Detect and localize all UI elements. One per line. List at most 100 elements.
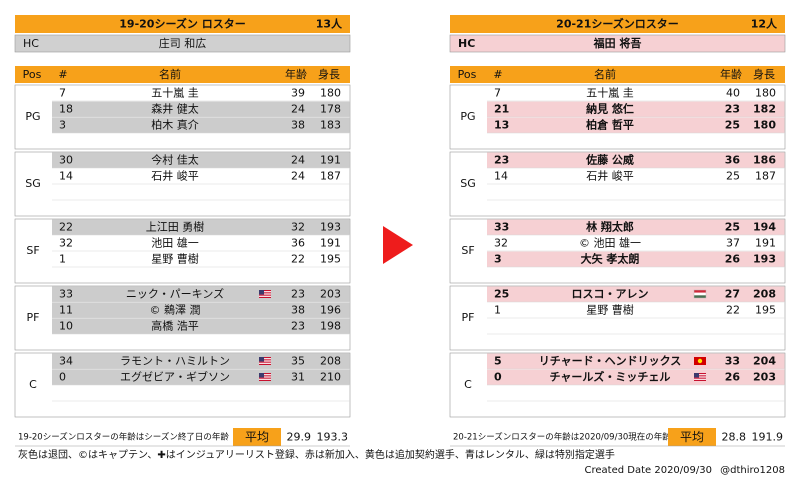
name: ラモント・ハミルトン bbox=[120, 355, 230, 368]
column-label: Pos bbox=[23, 68, 42, 81]
position: PG bbox=[460, 110, 475, 123]
row-fill bbox=[487, 286, 785, 302]
flag-stripe bbox=[694, 292, 706, 296]
height: 203 bbox=[753, 371, 776, 384]
number: 34 bbox=[59, 355, 73, 368]
age: 31 bbox=[291, 371, 305, 384]
name: エグゼビア・ギブソン bbox=[120, 370, 230, 384]
name: 高橋 浩平 bbox=[151, 319, 199, 333]
position: SG bbox=[25, 177, 41, 190]
name: 五十嵐 圭 bbox=[586, 86, 634, 100]
arrow bbox=[383, 226, 413, 264]
hc-label: HC bbox=[458, 37, 475, 50]
height: 180 bbox=[320, 87, 341, 100]
age: 36 bbox=[291, 237, 305, 250]
flag-canton bbox=[259, 357, 264, 362]
title-bar bbox=[450, 15, 785, 33]
position: C bbox=[29, 378, 37, 391]
name: © 鵜澤 潤 bbox=[150, 303, 201, 317]
created-date: Created Date 2020/09/30 bbox=[585, 465, 712, 476]
height: 195 bbox=[320, 253, 341, 266]
hc-label: HC bbox=[23, 37, 39, 50]
age: 37 bbox=[726, 237, 740, 250]
name: 佐藤 公威 bbox=[585, 153, 634, 167]
height: 208 bbox=[753, 288, 776, 301]
number: 0 bbox=[494, 371, 502, 384]
position: SF bbox=[461, 244, 474, 257]
number: 32 bbox=[59, 237, 73, 250]
row-fill bbox=[487, 152, 785, 168]
name: 星野 曹樹 bbox=[586, 304, 634, 317]
height: 195 bbox=[755, 304, 776, 317]
age: 24 bbox=[291, 103, 305, 116]
position: PG bbox=[25, 110, 40, 123]
name: 星野 曹樹 bbox=[151, 253, 199, 266]
name: ロスコ・アレン bbox=[572, 288, 649, 301]
height: 191 bbox=[755, 237, 776, 250]
column-label: Pos bbox=[458, 68, 477, 81]
name: 森井 健太 bbox=[151, 102, 199, 116]
column-label: 身長 bbox=[318, 67, 340, 81]
age: 40 bbox=[726, 87, 740, 100]
height: 178 bbox=[320, 103, 341, 116]
column-label: # bbox=[58, 68, 67, 81]
position: SG bbox=[460, 177, 476, 190]
number: 30 bbox=[59, 154, 73, 167]
flag-border bbox=[693, 289, 707, 299]
column-label: 年齢 bbox=[720, 67, 742, 81]
row-fill bbox=[487, 251, 785, 267]
row-fill bbox=[52, 286, 350, 302]
footer-note: 19-20シーズンロスターの年齢はシーズン終了日の年齢 bbox=[18, 432, 229, 443]
height: 180 bbox=[755, 87, 776, 100]
number: 10 bbox=[59, 320, 73, 333]
avg-height: 193.3 bbox=[317, 431, 349, 444]
number: 1 bbox=[494, 304, 501, 317]
height: 198 bbox=[320, 320, 341, 333]
age: 23 bbox=[291, 288, 305, 301]
position: PF bbox=[27, 311, 40, 324]
height: 187 bbox=[755, 170, 776, 183]
row-fill bbox=[52, 318, 350, 334]
name: 柏木 真介 bbox=[151, 118, 199, 132]
row-fill bbox=[487, 353, 785, 369]
column-label: 名前 bbox=[594, 67, 616, 81]
number: 0 bbox=[59, 371, 66, 384]
flag-stripe bbox=[259, 291, 271, 293]
age: 22 bbox=[291, 253, 305, 266]
row-fill bbox=[52, 152, 350, 168]
flag-canton bbox=[694, 373, 699, 378]
number: 3 bbox=[494, 253, 502, 266]
column-label: 年齢 bbox=[285, 67, 307, 81]
age: 26 bbox=[725, 253, 741, 266]
height: 191 bbox=[320, 154, 341, 167]
height: 193 bbox=[320, 221, 341, 234]
avg-box bbox=[233, 428, 281, 446]
hc-name: 福田 将吾 bbox=[593, 36, 642, 50]
number: 14 bbox=[59, 170, 73, 183]
age: 27 bbox=[725, 288, 740, 301]
age: 38 bbox=[291, 119, 305, 132]
flag-stripe bbox=[694, 295, 706, 298]
name: 今村 佳太 bbox=[151, 153, 199, 167]
row-fill bbox=[52, 219, 350, 235]
height: 180 bbox=[753, 119, 776, 132]
height: 193 bbox=[753, 253, 776, 266]
name: 石井 峻平 bbox=[586, 169, 634, 183]
height: 183 bbox=[320, 119, 341, 132]
number: 7 bbox=[494, 87, 501, 100]
age: 36 bbox=[725, 154, 741, 167]
flag-sun bbox=[697, 358, 703, 364]
flag-stripe bbox=[694, 290, 706, 293]
height: 182 bbox=[753, 103, 776, 116]
flag-stripe bbox=[259, 295, 271, 297]
age: 23 bbox=[725, 103, 740, 116]
flag-stripe bbox=[259, 376, 271, 378]
number: 7 bbox=[59, 87, 66, 100]
avg-age: 29.9 bbox=[287, 431, 312, 444]
avg-age: 28.8 bbox=[722, 431, 747, 444]
age: 33 bbox=[725, 355, 740, 368]
height: 208 bbox=[320, 355, 341, 368]
age: 22 bbox=[726, 304, 740, 317]
number: 23 bbox=[494, 154, 509, 167]
